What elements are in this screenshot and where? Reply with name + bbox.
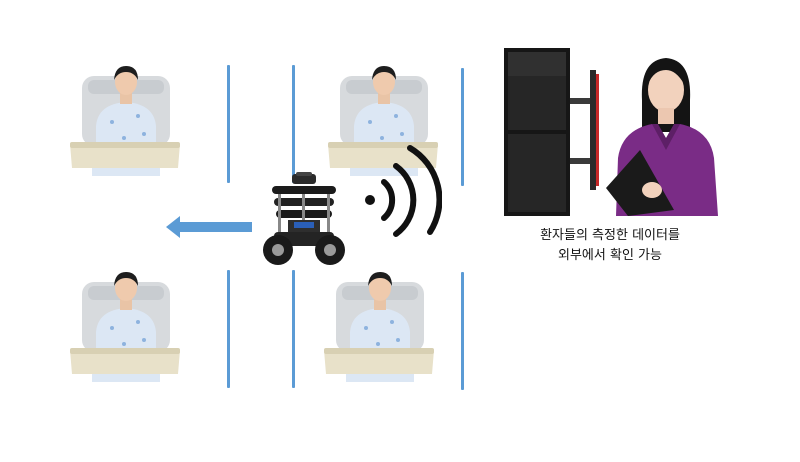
patient-in-bed-icon: [68, 264, 184, 384]
divider-line: [227, 270, 230, 388]
mobile-robot-icon: [258, 172, 350, 270]
divider-line: [461, 68, 464, 186]
caption-line: 환자들의 측정한 데이터를: [540, 228, 680, 243]
left-arrow-icon: [166, 216, 252, 238]
nurse-icon: [588, 40, 738, 216]
divider-line: [292, 65, 295, 183]
dual-monitor-icon: [504, 48, 602, 216]
caption-line: 외부에서 확인 가능: [558, 248, 662, 263]
patient-in-bed-icon: [326, 58, 442, 178]
divider-line: [227, 65, 230, 183]
patient-in-bed-icon: [322, 264, 438, 384]
wifi-signal-icon: [358, 138, 442, 238]
patient-in-bed-icon: [68, 58, 184, 178]
divider-line: [461, 272, 464, 390]
divider-line: [292, 270, 295, 388]
caption: 환자들의 측정한 데이터를 외부에서 확인 가능: [510, 226, 710, 266]
